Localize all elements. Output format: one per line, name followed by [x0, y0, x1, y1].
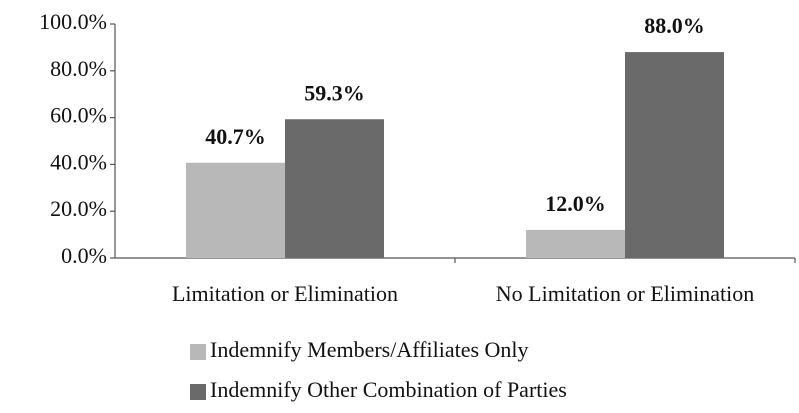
- y-tick-label: 60.0%: [50, 103, 107, 128]
- bar: [625, 52, 724, 258]
- legend-label: Indemnify Members/Affiliates Only: [210, 337, 529, 362]
- y-tick-label: 0.0%: [61, 243, 107, 268]
- data-label: 12.0%: [545, 191, 606, 216]
- data-label: 40.7%: [205, 124, 266, 149]
- legend-swatch: [190, 344, 206, 360]
- x-tick-label: No Limitation or Elimination: [496, 281, 754, 306]
- data-label: 59.3%: [304, 80, 365, 105]
- y-tick-label: 20.0%: [50, 196, 107, 221]
- legend-label: Indemnify Other Combination of Parties: [210, 377, 567, 402]
- x-tick-label: Limitation or Elimination: [172, 281, 398, 306]
- data-label: 88.0%: [644, 13, 705, 38]
- bar: [186, 162, 285, 258]
- y-tick-label: 100.0%: [39, 9, 107, 34]
- legend-swatch: [190, 384, 206, 400]
- y-tick-label: 80.0%: [50, 56, 107, 81]
- y-tick-label: 40.0%: [50, 149, 107, 174]
- bar: [285, 119, 384, 258]
- bar: [526, 229, 625, 258]
